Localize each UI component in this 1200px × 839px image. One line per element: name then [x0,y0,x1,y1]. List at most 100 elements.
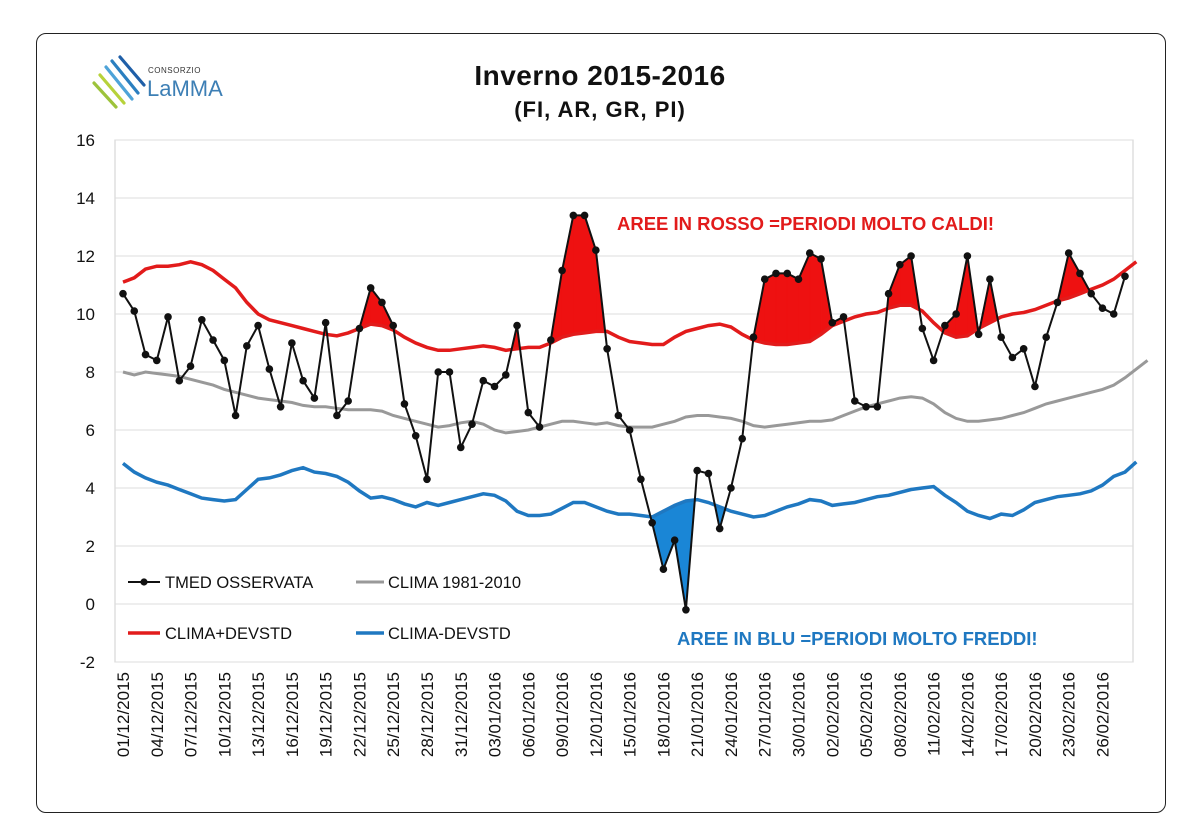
data-point [152,356,161,365]
data-point [896,260,904,269]
x-tick-label: 27/01/2016 [756,672,775,757]
data-point [1098,304,1107,313]
legend-label-observed: TMED OSSERVATA [165,574,313,592]
data-point [828,318,837,327]
legend-item-observed: TMED OSSERVATA [128,574,313,592]
data-point [186,362,195,371]
legend-label-clima-plus: CLIMA+DEVSTD [165,625,292,643]
data-point [254,321,262,330]
data-point [1008,353,1017,362]
data-point [1064,249,1073,257]
data-point [288,339,296,347]
y-tick-label: 10 [76,305,95,324]
observed-points [119,211,1129,614]
chart-subtitle: (FI, AR, GR, PI) [514,97,686,122]
data-point [400,400,409,408]
data-point [175,376,184,385]
data-point [760,275,769,284]
legend-item-clima: CLIMA 1981-2010 [356,574,521,592]
data-point [344,397,352,405]
data-point [1109,310,1118,318]
legend: TMED OSSERVATA CLIMA 1981-2010 CLIMA+DEV… [128,574,521,643]
data-point [1053,298,1062,307]
x-tick-label: 02/02/2016 [823,672,842,757]
data-point [670,536,679,544]
data-point [164,313,172,321]
data-point [198,316,206,324]
data-point [603,345,611,353]
y-tick-label: -2 [80,653,95,672]
legend-label-clima: CLIMA 1981-2010 [388,574,521,592]
data-point [850,397,859,405]
data-point [929,356,938,365]
y-tick-label: 16 [76,131,95,150]
data-point [952,310,960,318]
series-line-clima [122,359,1149,435]
data-point [659,565,668,573]
x-tick-label: 14/02/2016 [958,672,977,757]
data-point [918,324,927,333]
data-point [1087,289,1096,298]
data-point [445,368,454,376]
data-point [986,275,994,284]
data-point [805,249,814,257]
x-tick-label: 22/12/2015 [350,672,369,757]
data-point [974,330,983,339]
logo-lamma-text: LaMMA [147,76,223,101]
data-point [941,321,949,330]
data-point [884,289,893,298]
y-tick-label: 4 [86,479,95,498]
data-point [1076,269,1084,278]
x-tick-label: 05/02/2016 [857,672,876,757]
data-point [715,524,724,533]
anomaly-fills [323,215,1090,610]
hot-area [764,272,777,345]
data-point [682,606,690,614]
hot-area [809,252,822,343]
x-axis-ticks: 01/12/2015 04/12/2015 07/12/2015 10/12/2015… [114,672,1112,757]
x-tick-label: 16/12/2015 [283,672,302,757]
lamma-logo-icon [92,55,146,109]
y-tick-label: 12 [76,247,95,266]
data-point [479,376,488,385]
data-point [130,307,139,315]
data-point [535,423,544,431]
hot-area [786,272,799,345]
data-point [490,382,499,391]
data-point [333,411,341,420]
data-point [772,269,780,278]
chart-frame [36,33,1166,813]
x-tick-label: 07/12/2015 [182,672,201,757]
x-tick-label: 11/02/2016 [925,672,944,756]
data-point [524,408,533,417]
y-tick-label: 0 [86,595,95,614]
data-point [321,318,330,327]
data-point [569,211,578,220]
x-tick-label: 28/12/2015 [418,672,437,757]
data-point [231,411,240,420]
data-point [783,269,792,278]
y-tick-label: 14 [76,189,95,208]
data-point [265,365,274,373]
x-tick-label: 10/12/2015 [215,672,234,757]
hot-area [573,215,585,335]
data-point [378,298,386,307]
data-point [1121,272,1129,281]
data-point [423,475,431,484]
x-tick-label: 03/01/2016 [486,672,505,757]
data-point [366,284,375,292]
data-point [119,289,127,298]
data-point [209,336,217,344]
data-point [276,403,285,411]
data-point [693,466,701,475]
data-point [749,333,758,342]
data-point [243,342,251,350]
data-point [141,350,150,359]
x-tick-label: 23/02/2016 [1060,672,1079,757]
data-point [513,321,521,330]
annotation-cold: AREE IN BLU =PERIODI MOLTO FREDDI! [677,628,1038,649]
data-point [648,519,656,527]
data-point [299,376,307,385]
data-point [817,255,825,263]
